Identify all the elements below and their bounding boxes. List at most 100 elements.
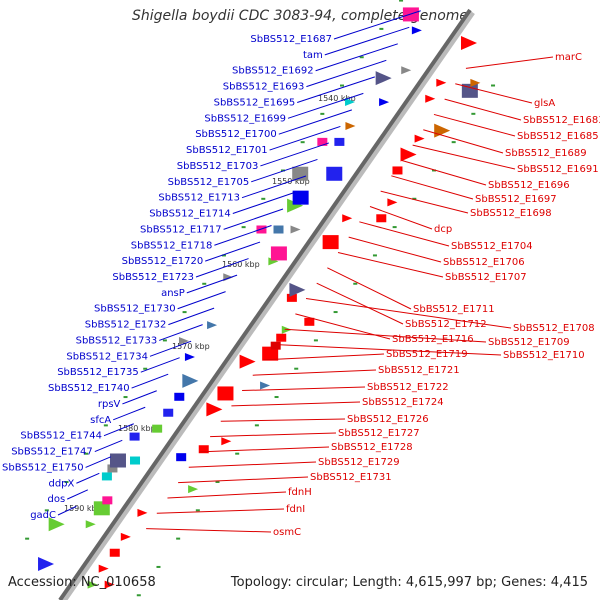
gene-arrow (379, 98, 390, 107)
label-connector (186, 274, 238, 294)
label-connector (140, 357, 180, 373)
label-connector (85, 456, 111, 468)
gene-block (392, 166, 403, 175)
label-connector (156, 508, 285, 514)
gene-arrow (182, 373, 199, 388)
gene-label-reverse: SbBS512_E1729 (318, 457, 400, 468)
gene-label-forward: SbBS512_E1730 (94, 304, 176, 315)
gene-arrow (411, 26, 422, 35)
kbp-tick-label: 1570 kbp (172, 342, 210, 351)
gene-tick (195, 509, 200, 512)
label-connector (57, 505, 77, 516)
label-connector (94, 439, 123, 452)
gene-label-forward: SbBS512_E1695 (214, 97, 296, 108)
label-connector (401, 159, 487, 186)
gene-label-forward: SbBS512_E1747 (11, 447, 93, 458)
gene-features (25, 0, 496, 597)
label-connector (205, 241, 261, 262)
gene-tick (25, 537, 30, 540)
label-connector (423, 129, 504, 154)
genome-backbone (58, 8, 475, 600)
gene-arrow (137, 508, 148, 517)
gene-label-forward: SbBS512_E1699 (204, 113, 286, 124)
gene-tick (241, 226, 246, 229)
gene-arrow (38, 557, 55, 572)
backbone-shadow (59, 10, 475, 600)
gene-label-forward: SbBS512_E1717 (140, 224, 222, 235)
gene-label-reverse: SbBS512_E1691 (517, 164, 599, 175)
gene-tick (274, 396, 279, 399)
gene-arrow (375, 71, 392, 86)
label-connector (306, 59, 387, 88)
gene-block (262, 346, 279, 361)
gene-block (152, 424, 163, 433)
backbone-line (58, 8, 472, 600)
label-connector (391, 175, 474, 200)
gene-tick (261, 197, 266, 200)
gene-label-reverse: SbBS512_E1721 (378, 365, 460, 376)
label-connector (195, 258, 249, 278)
gene-tick (44, 509, 49, 512)
gene-block (317, 137, 328, 146)
label-connector (168, 307, 215, 326)
gene-tick (491, 84, 496, 87)
gene-label-forward: SbBS512_E1701 (186, 145, 268, 156)
gene-tick (320, 112, 325, 115)
gene-arrow (260, 381, 271, 390)
accession-text: Accession: NC_010658 (8, 575, 156, 590)
gene-arrow (414, 134, 425, 143)
gene-tick (84, 452, 89, 455)
label-connector (131, 373, 169, 389)
gene-arrow (188, 485, 199, 494)
label-connector (316, 282, 404, 325)
gene-tick (143, 367, 148, 370)
label-connector (103, 423, 134, 437)
gene-arrow (345, 98, 356, 107)
label-connector (159, 324, 203, 341)
kbp-tick-label: 1540 kbp (318, 94, 356, 103)
gene-label-forward: SbBS512_E1703 (177, 161, 259, 172)
gene-label-reverse: SbBS512_E1710 (503, 350, 585, 361)
gene-block (270, 246, 287, 261)
gene-tick (64, 481, 69, 484)
gene-arrow (345, 121, 356, 130)
gene-tick (162, 339, 167, 342)
label-connector (242, 386, 366, 392)
gene-tick (431, 169, 436, 172)
label-connector (412, 144, 516, 170)
gene-label-forward: SbBS512_E1692 (232, 66, 314, 77)
gene-label-reverse: SbBS512_E1685 (517, 131, 599, 142)
gene-block (109, 548, 120, 557)
label-connector (223, 208, 284, 230)
gene-arrow (268, 257, 279, 266)
label-connector (348, 236, 442, 263)
label-connector (305, 298, 512, 329)
gene-arrow (87, 580, 98, 589)
gene-arrow (287, 198, 304, 213)
label-connector (199, 446, 330, 453)
gene-arrow (387, 198, 398, 207)
gene-block (176, 453, 187, 462)
gene-block (326, 166, 343, 181)
label-connector (278, 109, 353, 135)
gene-label-reverse: SbBS512_E1731 (310, 472, 392, 483)
gene-arrow (98, 564, 109, 573)
gene-arrow (184, 352, 195, 361)
label-connector (260, 142, 330, 167)
label-connector (122, 390, 157, 405)
label-connector (324, 26, 410, 56)
gene-tick (294, 367, 299, 370)
gene-label-forward: sfcA (90, 415, 111, 426)
label-connector (251, 158, 318, 183)
gene-arrow (401, 66, 412, 75)
gene-label-forward: dos (48, 494, 66, 505)
gene-label-forward: ansP (161, 288, 185, 299)
gene-arrow (120, 532, 131, 541)
gene-block (101, 472, 112, 481)
gene-tick (221, 254, 226, 257)
gene-block (217, 386, 234, 401)
gene-tick (379, 27, 384, 30)
gene-label-reverse: SbBS512_E1683 (523, 115, 600, 126)
gene-label-reverse: SbBS512_E1724 (362, 397, 444, 408)
